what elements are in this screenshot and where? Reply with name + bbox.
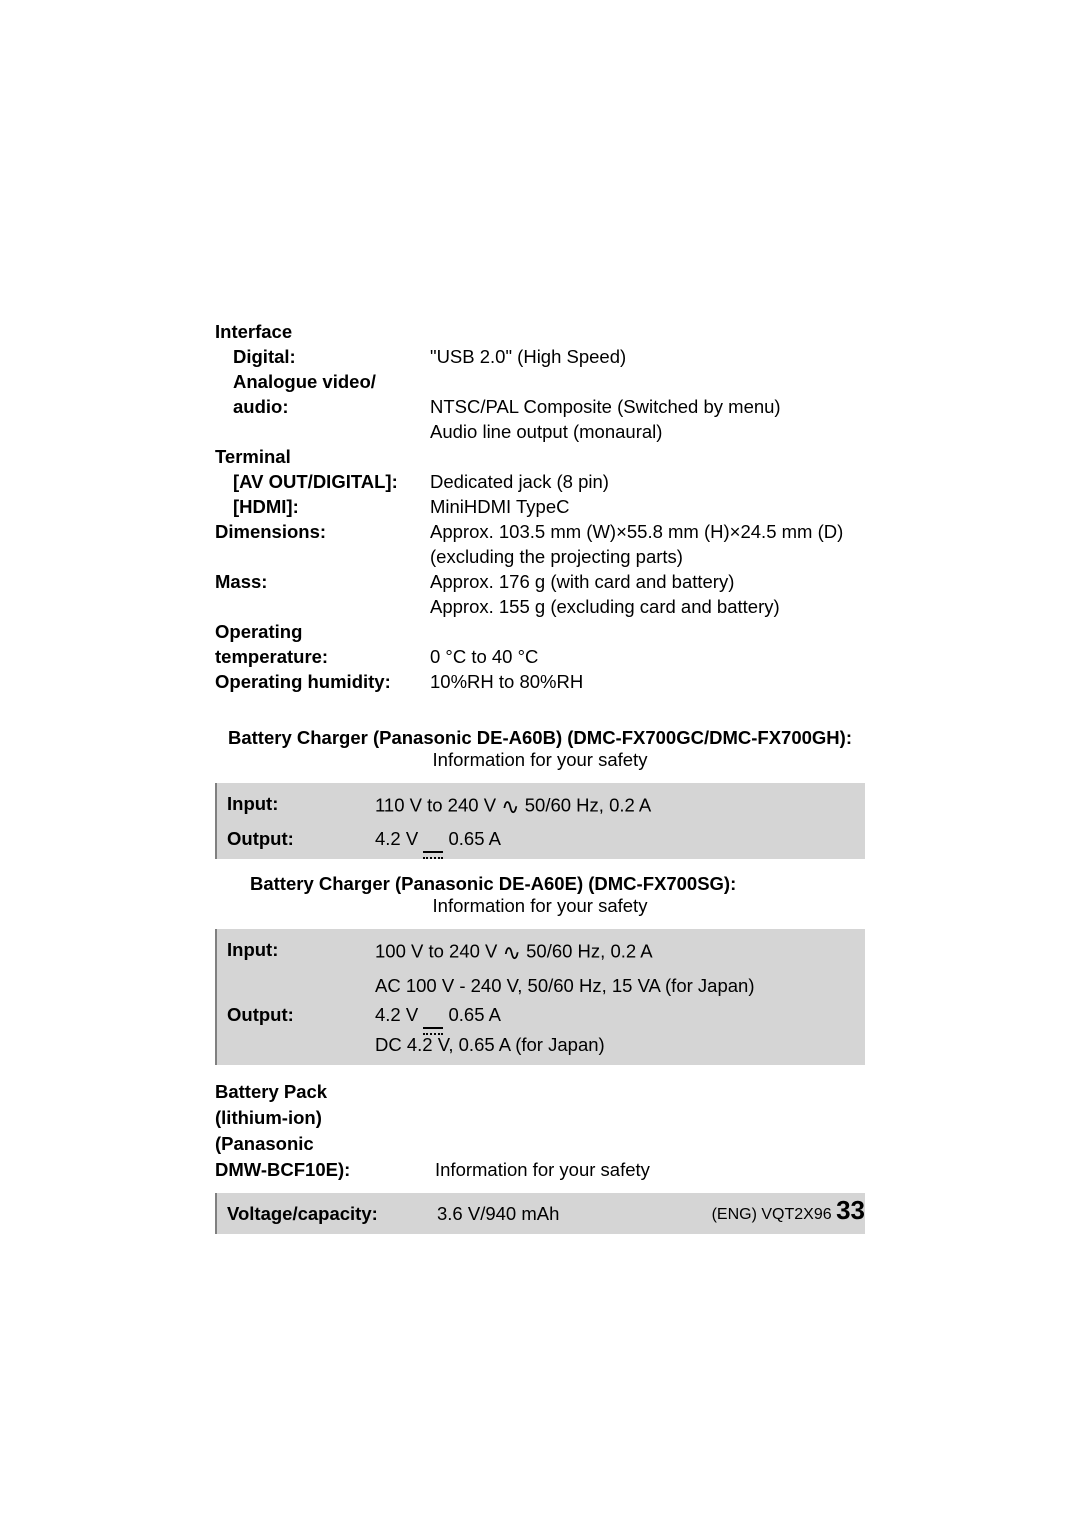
humidity-label: Operating humidity: [215, 670, 430, 695]
dimensions-value-2: (excluding the projecting parts) [430, 545, 865, 570]
ac-symbol-icon: ∿ [501, 794, 519, 819]
battery-label-3: (Panasonic [215, 1131, 435, 1157]
charger1-output-label: Output: [227, 824, 375, 854]
dimensions-value-1: Approx. 103.5 mm (W)×55.8 mm (H)×24.5 mm… [430, 520, 865, 545]
page-footer: (ENG) VQT2X96 33 [712, 1195, 865, 1226]
analogue-label-1: Analogue video/ [215, 370, 430, 395]
analogue-value-1: NTSC/PAL Composite (Switched by menu) [430, 395, 865, 420]
charger2-sub: Information for your safety [215, 895, 865, 917]
page-number: 33 [836, 1195, 865, 1225]
avout-value: Dedicated jack (8 pin) [430, 470, 865, 495]
temperature-label: temperature: [215, 645, 430, 670]
analogue-value-2: Audio line output (monaural) [430, 420, 865, 445]
charger1-input-label: Input: [227, 789, 375, 824]
specifications-list: Interface Digital: "USB 2.0" (High Speed… [215, 320, 865, 695]
charger2-input-value: 100 V to 240 V ∿ 50/60 Hz, 0.2 A [375, 935, 857, 970]
hdmi-value: MiniHDMI TypeC [430, 495, 865, 520]
battery-label-1: Battery Pack [215, 1079, 435, 1105]
mass-value-2: Approx. 155 ɡ (excluding card and batter… [430, 595, 865, 620]
avout-label: [AV OUT/DIGITAL]: [215, 470, 430, 495]
temperature-value: 0 °C to 40 °C [430, 645, 865, 670]
charger1-heading: Battery Charger (Panasonic DE-A60B) (DMC… [215, 727, 865, 749]
charger1-output-value: 4.2 V 0.65 A [375, 824, 857, 854]
footer-eng: (ENG) VQT2X96 [712, 1206, 832, 1223]
charger1-input-value: 110 V to 240 V ∿ 50/60 Hz, 0.2 A [375, 789, 857, 824]
mass-label: Mass: [215, 570, 430, 595]
digital-label: Digital: [215, 345, 430, 370]
charger1-sub: Information for your safety [215, 749, 865, 771]
terminal-header: Terminal [215, 445, 430, 470]
battery-block: Battery Pack (lithium-ion) (Panasonic DM… [215, 1079, 865, 1183]
ac-symbol-icon: ∿ [503, 940, 521, 965]
analogue-label-2: audio: [215, 395, 430, 420]
charger2-output-label: Output: [227, 1000, 375, 1030]
battery-label-4: DMW-BCF10E): [215, 1157, 435, 1183]
digital-value: "USB 2.0" (High Speed) [430, 345, 865, 370]
battery-info: Information for your safety [435, 1157, 865, 1183]
battery-label-2: (lithium-ion) [215, 1105, 435, 1131]
charger2-input-label: Input: [227, 935, 375, 970]
charger2-heading: Battery Charger (Panasonic DE-A60E) (DMC… [215, 873, 865, 895]
interface-header: Interface [215, 320, 430, 345]
humidity-value: 10%RH to 80%RH [430, 670, 865, 695]
dimensions-label: Dimensions: [215, 520, 430, 545]
mass-value-1: Approx. 176 ɡ (with card and battery) [430, 570, 865, 595]
charger2-input-value-2: AC 100 V - 240 V, 50/60 Hz, 15 VA (for J… [375, 971, 857, 1001]
charger2-output-value: 4.2 V 0.65 A [375, 1000, 857, 1030]
charger1-table: Input: 110 V to 240 V ∿ 50/60 Hz, 0.2 A … [215, 783, 865, 860]
hdmi-label: [HDMI]: [215, 495, 430, 520]
operating-label: Operating [215, 620, 430, 645]
charger2-output-value-2: DC 4.2 V, 0.65 A (for Japan) [375, 1030, 857, 1060]
charger2-table: Input: 100 V to 240 V ∿ 50/60 Hz, 0.2 A … [215, 929, 865, 1065]
voltage-label: Voltage/capacity: [227, 1199, 437, 1229]
